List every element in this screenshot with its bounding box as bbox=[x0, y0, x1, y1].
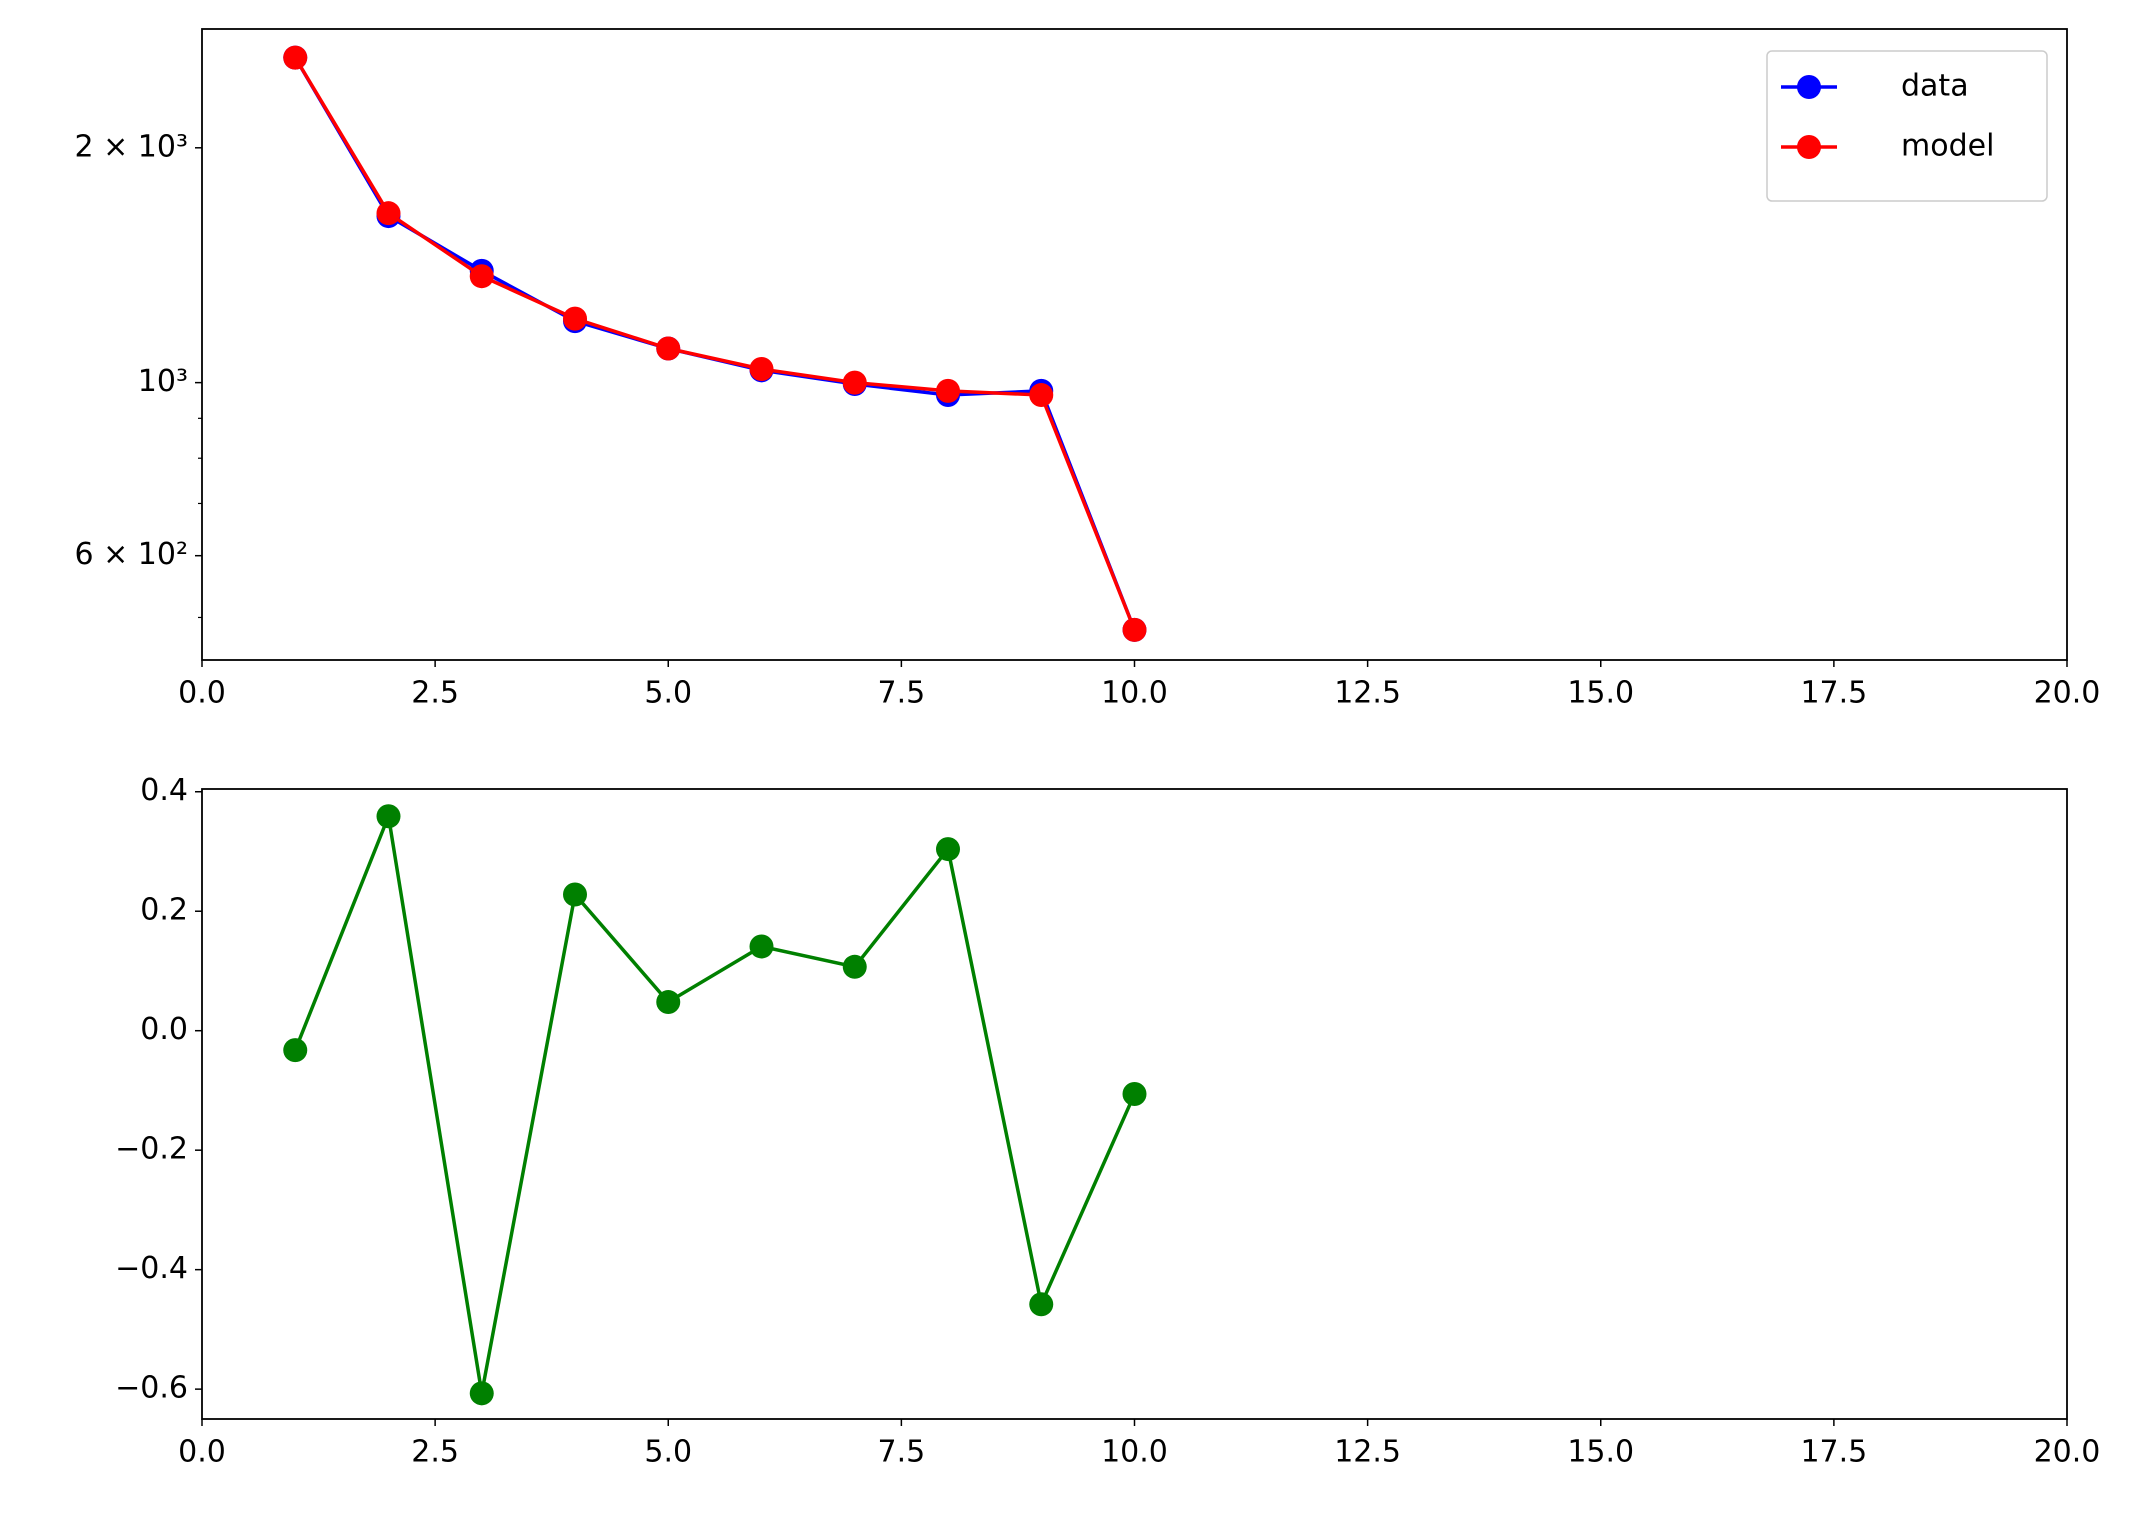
x-tick-label: 17.5 bbox=[1800, 1435, 1867, 1470]
marker bbox=[656, 336, 681, 361]
y-tick-label: 10³ bbox=[138, 364, 188, 399]
x-tick-label: 10.0 bbox=[1101, 676, 1168, 711]
x-tick-label: 12.5 bbox=[1334, 676, 1401, 711]
y-tick-label: 0.2 bbox=[140, 893, 188, 928]
marker bbox=[283, 45, 308, 70]
y-tick-label: 0.4 bbox=[140, 773, 188, 808]
marker bbox=[656, 990, 681, 1015]
marker bbox=[469, 264, 494, 289]
marker bbox=[842, 954, 867, 979]
x-tick-label: 0.0 bbox=[178, 676, 226, 711]
marker bbox=[1029, 1292, 1054, 1317]
x-tick-label: 15.0 bbox=[1567, 1435, 1634, 1470]
legend-marker bbox=[1797, 135, 1821, 159]
marker bbox=[283, 1038, 308, 1063]
y-tick-label: 0.0 bbox=[140, 1012, 188, 1047]
series-line bbox=[293, 809, 1137, 1394]
marker bbox=[563, 882, 587, 907]
y-tick-label: −0.2 bbox=[115, 1132, 188, 1167]
x-tick-label: 7.5 bbox=[878, 1435, 926, 1470]
x-tick-label: 5.0 bbox=[644, 1435, 692, 1470]
marker bbox=[749, 357, 774, 382]
marker bbox=[1122, 617, 1147, 642]
x-tick-label: 20.0 bbox=[2034, 676, 2101, 711]
x-tick-label: 15.0 bbox=[1567, 676, 1634, 711]
marker bbox=[1122, 1082, 1147, 1107]
marker bbox=[376, 804, 401, 829]
marker bbox=[842, 370, 867, 395]
y-tick-label: −0.6 bbox=[115, 1371, 188, 1406]
series-line bbox=[293, 56, 1137, 631]
x-tick-label: 2.5 bbox=[411, 1435, 459, 1470]
marker bbox=[376, 201, 401, 226]
marker bbox=[563, 306, 587, 331]
x-tick-label: 0.0 bbox=[178, 1435, 226, 1470]
marker bbox=[469, 1381, 494, 1406]
legend-label: data bbox=[1901, 69, 1969, 104]
x-tick-label: 10.0 bbox=[1101, 1435, 1168, 1470]
y-tick-label: −0.4 bbox=[115, 1251, 188, 1286]
x-tick-label: 20.0 bbox=[2034, 1435, 2101, 1470]
axes-frame bbox=[201, 28, 2068, 661]
x-tick-label: 17.5 bbox=[1800, 676, 1867, 711]
y-tick-label: 2 × 10³ bbox=[75, 129, 189, 164]
marker bbox=[1029, 383, 1054, 408]
x-tick-label: 12.5 bbox=[1334, 1435, 1401, 1470]
marker bbox=[749, 934, 774, 959]
x-tick-label: 7.5 bbox=[878, 676, 926, 711]
legend-label: model bbox=[1901, 129, 1994, 164]
marker bbox=[936, 378, 960, 403]
series-line bbox=[293, 56, 1137, 631]
axes-frame bbox=[201, 788, 2068, 1420]
y-tick-label: 6 × 10² bbox=[75, 537, 189, 572]
x-tick-label: 5.0 bbox=[644, 676, 692, 711]
x-tick-label: 2.5 bbox=[411, 676, 459, 711]
marker bbox=[936, 837, 960, 862]
legend-marker bbox=[1797, 75, 1821, 99]
